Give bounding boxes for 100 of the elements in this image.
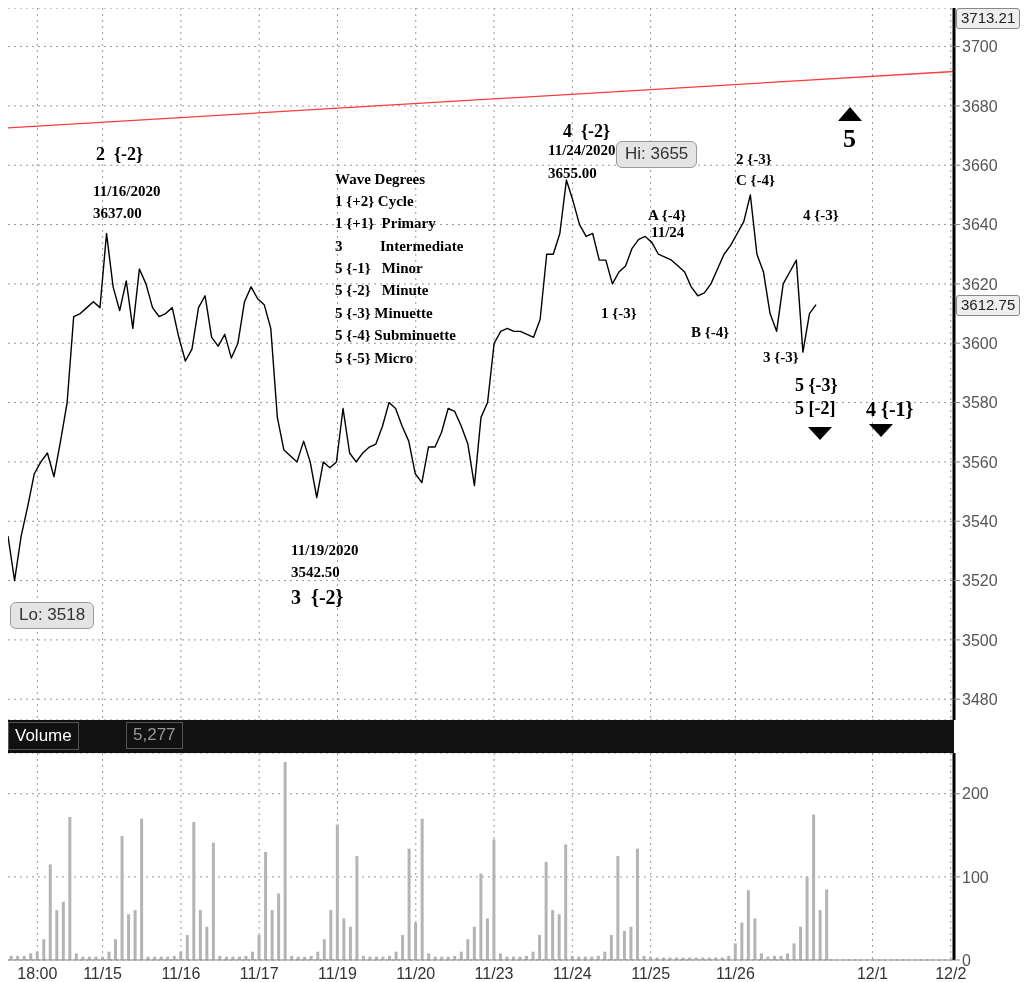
y-tick-label: 3520 xyxy=(962,572,998,590)
bar xyxy=(322,939,326,960)
bar xyxy=(264,851,268,960)
category-label: 11/20 xyxy=(396,965,436,982)
bar xyxy=(140,818,144,960)
category-label: 11/23 xyxy=(474,965,514,982)
bar xyxy=(407,848,411,960)
text: 5,277 xyxy=(126,722,183,749)
bar xyxy=(622,930,626,960)
annotation: A {-4} xyxy=(648,207,687,224)
category-label: 11/24 xyxy=(552,965,592,982)
bar xyxy=(427,953,431,960)
annotation: 5 {-2} Minute xyxy=(335,282,429,299)
y-tick-label: 3680 xyxy=(962,97,998,115)
annotation: 5 {-3} Minuette xyxy=(335,305,433,322)
bar xyxy=(127,914,131,960)
annotation: Lo: 3518 xyxy=(10,602,95,629)
bar xyxy=(740,922,744,960)
y-tick-label: 3620 xyxy=(962,275,998,293)
category-label: 12/2 xyxy=(935,965,967,982)
y-tick-label: 200 xyxy=(962,785,989,803)
annotation: 5 {-5} Micro xyxy=(335,350,414,367)
bar xyxy=(55,910,59,960)
annotation: 11/24 xyxy=(651,224,685,241)
bar xyxy=(348,926,352,960)
bar xyxy=(342,918,346,960)
annotation: 5 [-2] xyxy=(795,398,836,419)
annotation: Hi: 3655 xyxy=(616,141,698,168)
bar xyxy=(799,926,803,960)
bar xyxy=(120,836,124,960)
bar xyxy=(29,953,33,960)
annotation: 3 {-3} xyxy=(763,349,799,366)
annotation: 11/24/2020 xyxy=(548,142,616,159)
bar xyxy=(335,824,339,960)
annotation: 2 {-3} xyxy=(736,151,772,168)
bar xyxy=(211,842,215,960)
annotation: 3542.50 xyxy=(291,564,340,581)
annotation: C {-4} xyxy=(736,172,775,189)
category-label: 11/16 xyxy=(161,965,201,982)
annotation: 2 {-2} xyxy=(96,144,144,165)
bar xyxy=(355,856,359,960)
category-label: 11/19 xyxy=(318,965,357,982)
bar xyxy=(329,910,333,960)
category-label: 11/26 xyxy=(716,965,755,982)
y-tick-label: 3640 xyxy=(962,216,998,234)
annotation: 4 {-3} xyxy=(803,207,839,224)
bar xyxy=(42,939,46,960)
annotation: 4 {-2} xyxy=(563,121,611,142)
bar xyxy=(805,876,809,960)
bar xyxy=(551,910,555,960)
bar xyxy=(277,893,281,960)
annotation: 3 {-2} xyxy=(291,586,344,608)
bar xyxy=(498,953,502,960)
bar xyxy=(74,953,78,960)
bar xyxy=(485,918,489,960)
annotation: B {-4} xyxy=(691,324,730,341)
annotation: 5 {-1} Minor xyxy=(335,260,423,277)
bar xyxy=(609,935,613,960)
text: 3612.75 xyxy=(956,295,1021,316)
bar xyxy=(479,873,483,960)
bar xyxy=(257,935,261,960)
bar xyxy=(538,935,542,960)
bar xyxy=(61,901,65,960)
bar xyxy=(786,953,789,960)
bar xyxy=(629,926,633,960)
annotation: Wave Degrees xyxy=(335,171,426,188)
category-label: 11/25 xyxy=(631,965,671,982)
y-tick-label: 3600 xyxy=(962,334,998,352)
category-label: 11/17 xyxy=(239,965,279,982)
y-tick-label: 3480 xyxy=(962,690,998,708)
annotation: 5 {-4} Subminuette xyxy=(335,327,456,344)
bar xyxy=(283,762,287,960)
category-label: 18:00 xyxy=(17,965,58,982)
bar xyxy=(792,943,796,960)
bar xyxy=(544,861,548,960)
bar xyxy=(68,817,72,960)
category-label: 11/15 xyxy=(83,965,123,982)
bar xyxy=(746,890,750,960)
y-tick-label: 3540 xyxy=(962,512,998,530)
y-tick-label: 3580 xyxy=(962,394,998,412)
bar xyxy=(616,856,620,960)
bar xyxy=(198,910,202,960)
text: 3713.21 xyxy=(956,8,1021,29)
y-tick-label: 3500 xyxy=(962,631,998,649)
bar xyxy=(133,910,137,960)
annotation: 11/16/2020 xyxy=(93,183,161,200)
bar xyxy=(825,889,829,960)
bar xyxy=(812,814,816,960)
chart-title: Volume xyxy=(8,722,79,750)
bar xyxy=(114,939,118,960)
annotation: 11/19/2020 xyxy=(291,542,359,559)
bar xyxy=(466,939,470,960)
bar xyxy=(192,822,196,960)
bar xyxy=(753,918,757,960)
annotation: 3655.00 xyxy=(548,165,597,182)
bar xyxy=(270,910,274,960)
bar xyxy=(759,953,763,960)
annotation: 1 {+2} Cycle xyxy=(335,193,414,210)
bar xyxy=(557,914,561,960)
bar xyxy=(818,910,822,960)
